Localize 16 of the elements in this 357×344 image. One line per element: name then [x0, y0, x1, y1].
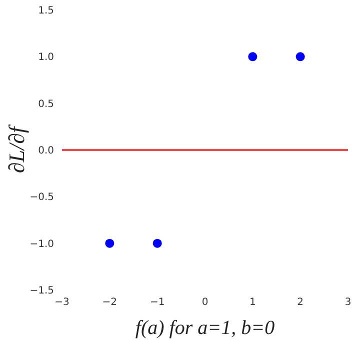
y-tick-label: 1.0 [38, 52, 54, 64]
x-tick-label: 2 [297, 297, 304, 308]
x-tick-label: 1 [249, 297, 256, 308]
y-axis-title: ∂L/∂f [4, 124, 29, 174]
y-tick-label: 1.5 [38, 6, 54, 17]
x-tick-label: 3 [344, 297, 352, 308]
x-tick-label: −2 [102, 297, 118, 308]
y-tick-label: −0.5 [30, 192, 54, 204]
x-axis-title: f(a) for a=1, b=0 [135, 317, 275, 339]
y-tick-label: 0.5 [38, 98, 54, 110]
x-tick-label: −1 [150, 297, 165, 308]
y-tick-label: −1.5 [30, 286, 54, 297]
x-tick-label: 0 [202, 297, 208, 308]
y-tick-label: 0.0 [38, 146, 54, 157]
x-tick-label: −3 [54, 297, 70, 308]
y-tick-label: −1.0 [30, 238, 54, 250]
